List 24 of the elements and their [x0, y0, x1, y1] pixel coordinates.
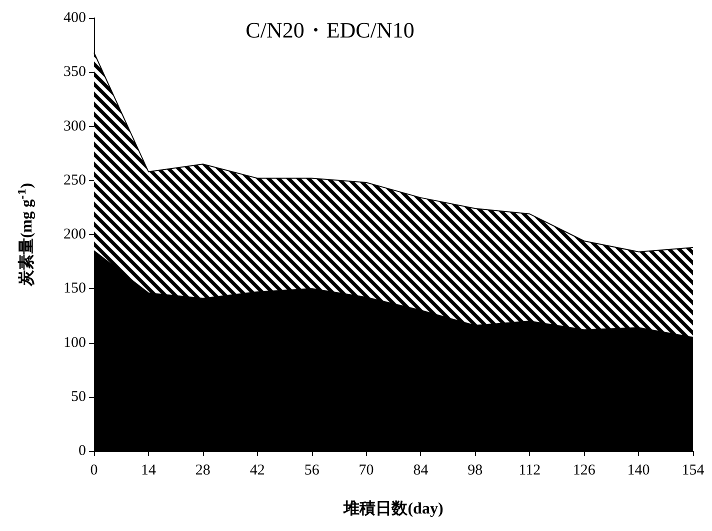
chart-title: C/N20・EDC/N10 [246, 18, 414, 42]
y-tick-label: 250 [64, 172, 86, 188]
y-tick-label: 200 [64, 226, 86, 242]
y-tick-label: 50 [71, 388, 86, 405]
x-tick-label: 112 [518, 462, 541, 478]
x-tick-label: 126 [572, 462, 596, 478]
y-tick-label: 400 [64, 10, 86, 26]
x-tick-label: 84 [413, 462, 429, 478]
x-tick-label: 154 [682, 462, 705, 478]
x-tick-label: 14 [140, 462, 156, 478]
x-axis-title: 堆積日数(day) [342, 500, 444, 518]
y-tick-label: 150 [64, 280, 86, 297]
y-tick-label: 300 [64, 118, 86, 134]
x-tick-label: 0 [90, 462, 98, 478]
x-tick-label: 140 [627, 462, 650, 478]
y-tick-label: 0 [78, 443, 86, 459]
x-tick-label: 98 [468, 462, 483, 478]
y-axis-title: 炭素量(mg g-1) [18, 182, 36, 288]
x-tick-label: 70 [358, 462, 374, 478]
x-tick-label: 28 [195, 462, 210, 478]
x-tick-label: 42 [250, 462, 265, 478]
y-tick-label: 100 [64, 334, 86, 351]
y-tick-label: 350 [64, 64, 86, 80]
x-tick-label: 56 [304, 462, 320, 478]
